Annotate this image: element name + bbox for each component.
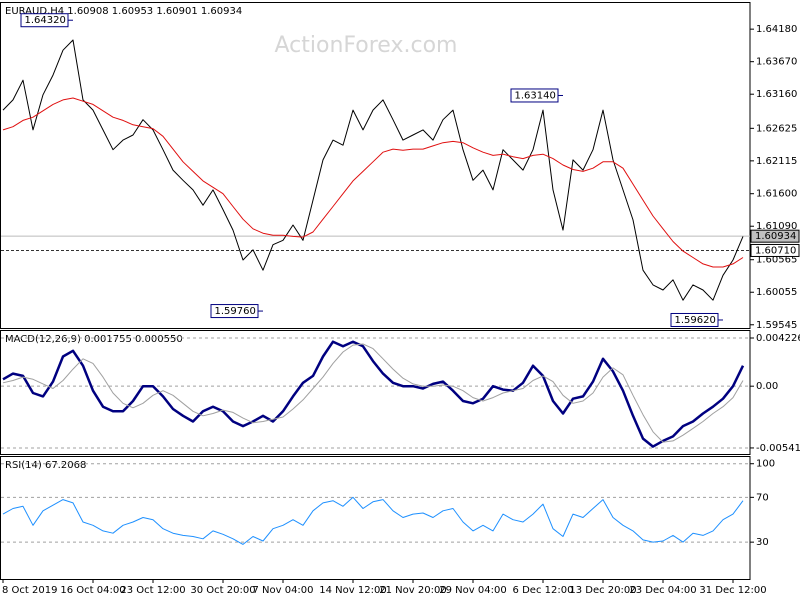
x-tick-label: 23 Dec 04:00 [629,585,696,596]
x-tick-label: 23 Oct 12:00 [120,585,185,596]
panel-frame [0,456,751,580]
x-tick-label: 6 Dec 12:00 [513,585,574,596]
y-tick-label: 1.60565 [756,255,797,266]
panel-title: RSI(14) 67.2068 [5,460,86,471]
panel-title: EURAUD,H4 1.60908 1.60953 1.60901 1.6093… [5,6,242,17]
annotation-box [510,88,559,103]
x-tick-label: 8 Oct 2019 [2,585,57,596]
series-line [2,496,744,545]
watermark: ActionForex.com [275,33,458,58]
panel-frame [0,2,751,329]
y-tick-label: 1.64180 [756,24,797,35]
y-tick-label: 1.63160 [756,89,797,100]
y-tick-label: 1.61090 [756,221,797,232]
y-tick-label: 1.60055 [756,287,797,298]
annotation-box [670,312,719,327]
price-label: 1.60710 [755,245,796,256]
price-label: 1.60934 [755,231,796,242]
x-tick-label: 7 Nov 04:00 [252,585,313,596]
y-tick-label: 70 [756,492,769,503]
y-tick-label: 1.62625 [756,123,797,134]
y-tick-label: 1.61600 [756,189,797,200]
y-tick-label: -0.005417 [756,443,800,454]
x-tick-label: 14 Nov 12:00 [319,585,386,596]
price-label-box [750,229,800,243]
y-tick-label: 1.62115 [756,156,797,167]
annotation-label: 1.59620 [675,315,716,326]
series-line [2,97,744,268]
x-tick-label: 16 Oct 04:00 [60,585,125,596]
y-tick-label: 0.00 [756,381,778,392]
annotation-box [20,13,69,28]
y-tick-label: 1.59545 [756,320,797,331]
x-tick-label: 13 Dec 20:00 [569,585,636,596]
annotation-label: 1.59760 [215,306,256,317]
annotation-label: 1.63140 [515,90,556,101]
panel-title: MACD(12,26,9) 0.001755 0.000550 [5,334,183,345]
x-tick-label: 21 Nov 20:00 [379,585,446,596]
panel-frame [0,330,751,455]
series-line [2,39,744,301]
x-tick-label: 29 Nov 04:00 [439,585,506,596]
y-tick-label: 30 [756,537,769,548]
y-tick-label: 1.63670 [756,57,797,68]
price-label-box [750,243,800,257]
series-line [2,340,745,448]
annotation-label: 1.64320 [25,15,66,26]
annotation-box [210,304,259,319]
y-tick-label: 100 [756,459,775,470]
x-tick-label: 30 Oct 20:00 [190,585,255,596]
y-tick-label: 0.004226 [756,333,800,344]
x-tick-label: 31 Dec 12:00 [699,585,766,596]
series-line [2,343,744,443]
